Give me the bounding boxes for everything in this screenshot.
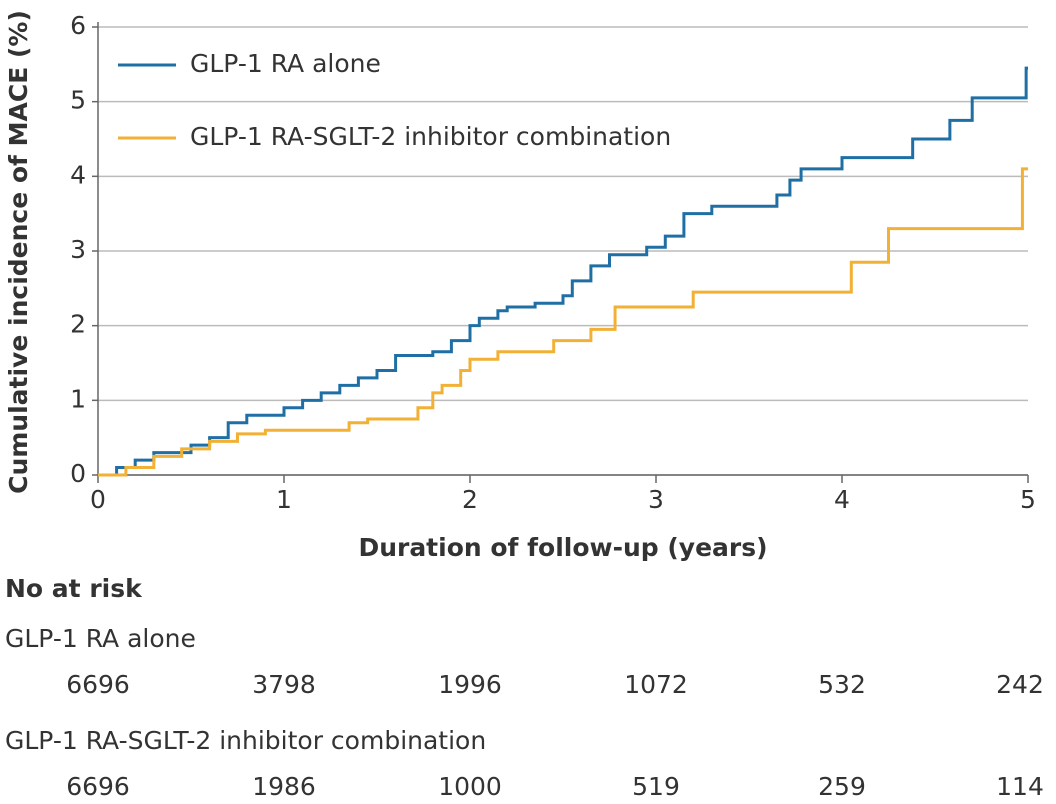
- at-risk-count: 3798: [252, 670, 316, 699]
- y-tick-label: 1: [70, 384, 86, 413]
- at-risk-count: 6696: [66, 670, 130, 699]
- y-tick-label: 0: [70, 459, 86, 488]
- at-risk-count: 519: [632, 772, 680, 801]
- at-risk-count: 1986: [252, 772, 316, 801]
- y-tick-label: 4: [70, 160, 86, 189]
- x-axis-title: Duration of follow-up (years): [358, 533, 767, 562]
- legend-label: GLP-1 RA-SGLT-2 inhibitor combination: [190, 122, 671, 151]
- x-tick-label: 1: [276, 485, 292, 514]
- at-risk-title: No at risk: [5, 574, 143, 603]
- at-risk-count: 1072: [624, 670, 688, 699]
- at-risk-count: 259: [818, 772, 866, 801]
- km-curve: [98, 167, 1028, 477]
- km-curve: [98, 66, 1028, 477]
- y-tick-label: 3: [70, 235, 86, 264]
- at-risk-count: 1996: [438, 670, 502, 699]
- at-risk-count: 114: [996, 772, 1044, 801]
- x-tick-label: 5: [1020, 485, 1036, 514]
- at-risk-group: GLP-1 RA-SGLT-2 inhibitor combination: [5, 726, 486, 755]
- x-tick-label: 2: [462, 485, 478, 514]
- at-risk-count: 6696: [66, 772, 130, 801]
- at-risk-count: 532: [818, 670, 866, 699]
- y-axis-title: Cumulative incidence of MACE (%): [4, 10, 33, 494]
- legend-label: GLP-1 RA alone: [190, 49, 381, 78]
- y-tick-label: 6: [70, 11, 86, 40]
- y-tick-label: 2: [70, 310, 86, 339]
- y-tick-label: 5: [70, 86, 86, 115]
- at-risk-group: GLP-1 RA alone: [5, 624, 196, 653]
- x-tick-label: 3: [648, 485, 664, 514]
- at-risk-count: 242: [996, 670, 1044, 699]
- x-tick-label: 0: [90, 485, 106, 514]
- at-risk-count: 1000: [438, 772, 502, 801]
- x-tick-label: 4: [834, 485, 850, 514]
